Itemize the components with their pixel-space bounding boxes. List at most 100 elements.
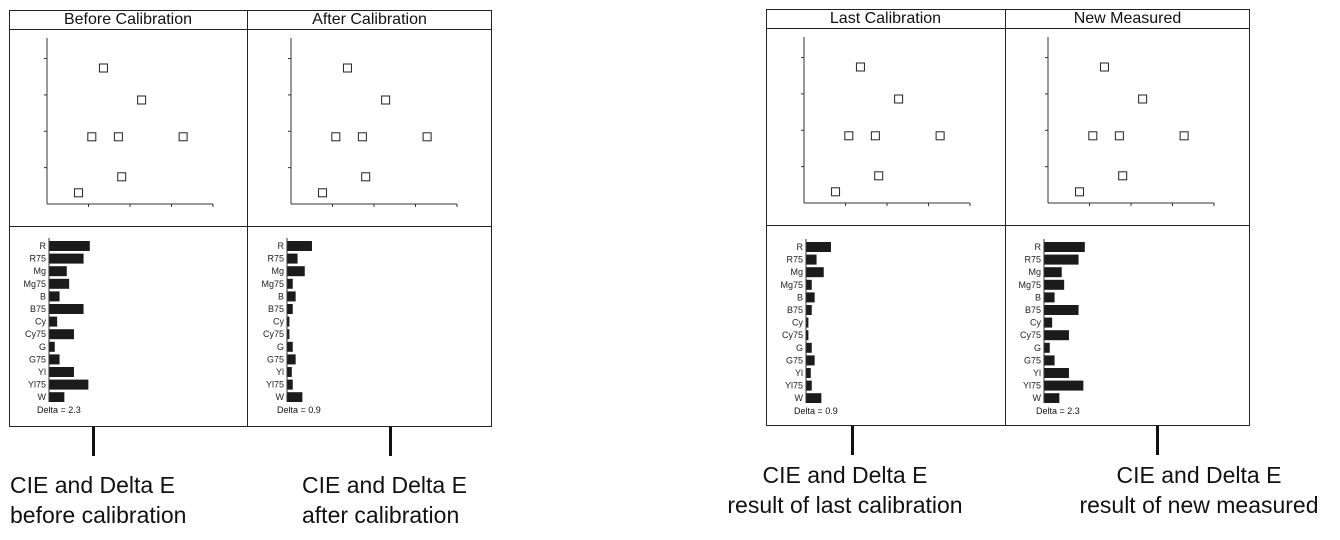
bar-label: R [278, 241, 285, 251]
delta-bar [49, 241, 90, 251]
leader-line-before [92, 427, 95, 456]
cie-plot-after [288, 38, 458, 207]
delta-bar [49, 367, 74, 377]
delta-bar [1044, 267, 1062, 278]
delta-bar [1044, 305, 1079, 315]
scatter-point [1088, 131, 1098, 141]
scatter-point [137, 95, 147, 105]
bar-label: R [40, 241, 47, 251]
cie-plot-new [1045, 37, 1215, 206]
bar-label: Mg [33, 266, 46, 276]
bar-label: Cy75 [1020, 330, 1041, 340]
delta-bar [49, 392, 65, 402]
title-before-calibration: Before Calibration [9, 10, 247, 30]
delta-bar [287, 316, 290, 327]
delta-bar [287, 341, 293, 352]
title-after-calibration: After Calibration [247, 10, 492, 30]
bar-label: Cy75 [25, 329, 46, 339]
delta-bar [1044, 380, 1084, 391]
caption-last-calibration: CIE and Delta E result of last calibrati… [714, 460, 976, 520]
scatter-point [361, 172, 371, 182]
bar-label: W [276, 392, 285, 402]
bar-label: B75 [30, 304, 46, 314]
delta-e-bars-last: R R75 Mg Mg75 B B75 Cy Cy75 G G75 Yl Yl75 W [780, 239, 831, 403]
bar-label: R75 [267, 254, 284, 264]
caption-line-1: CIE and Delta E [10, 472, 175, 498]
scatter-point [894, 94, 904, 104]
delta-bar [1044, 330, 1069, 341]
delta-bar [287, 253, 298, 264]
bar-label: G75 [267, 354, 284, 364]
bar-label: B75 [1025, 305, 1041, 315]
delta-bar [1044, 355, 1055, 366]
delta-bar [1044, 342, 1050, 353]
bar-label: Yl [38, 367, 46, 377]
bar-label: Mg [790, 267, 803, 277]
caption-line-2: before calibration [10, 502, 187, 528]
delta-bar [287, 304, 293, 314]
delta-bar [49, 329, 74, 340]
bar-label: G75 [786, 355, 803, 365]
bar-label: Yl75 [28, 380, 46, 390]
bar-label: G [277, 342, 284, 352]
scatter-point [1099, 62, 1109, 72]
bar-label: R [797, 242, 804, 252]
plot-bar-divider [9, 226, 492, 227]
bar-label: Yl75 [785, 381, 803, 391]
delta-value-after: Delta = 0.9 [277, 405, 321, 415]
delta-bar [1044, 317, 1053, 328]
scatter-point [831, 187, 841, 197]
scatter-point [98, 63, 108, 73]
delta-bar [1044, 368, 1069, 378]
scatter-point [87, 132, 97, 142]
delta-bar [287, 354, 296, 365]
bar-label: G [796, 343, 803, 353]
scatter-point [1179, 131, 1189, 141]
bar-label: Mg75 [261, 279, 284, 289]
bar-label: Mg [1028, 267, 1041, 277]
bar-label: W [1033, 393, 1042, 403]
delta-bar [806, 368, 811, 378]
bar-label: W [38, 392, 47, 402]
plot-bar-divider [766, 225, 1250, 226]
bar-label: Yl [795, 368, 803, 378]
bar-label: Cy [35, 317, 46, 327]
bar-label: R [1035, 242, 1042, 252]
delta-bar [49, 253, 84, 264]
panel-divider [247, 10, 248, 427]
caption-line-2: after calibration [302, 502, 460, 528]
bar-label: W [795, 393, 804, 403]
bar-label: Cy [1030, 318, 1041, 328]
bar-label: Mg75 [780, 280, 803, 290]
delta-bar [806, 380, 812, 391]
scatter-point [357, 132, 367, 142]
bar-label: G [1034, 343, 1041, 353]
bar-label: Mg [271, 266, 284, 276]
leader-line-last [851, 426, 854, 455]
delta-bar [287, 266, 305, 277]
scatter-point [74, 188, 84, 198]
caption-line-1: CIE and Delta E [1116, 462, 1282, 488]
bar-label: R75 [29, 254, 46, 264]
scatter-point [1114, 131, 1124, 141]
delta-bar [49, 354, 60, 365]
delta-value-last: Delta = 0.9 [794, 406, 838, 416]
bar-label: B [40, 291, 46, 301]
cie-plot-last [801, 37, 971, 206]
title-new-measured: New Measured [1005, 9, 1250, 29]
delta-bar [287, 329, 290, 340]
scatter-point [870, 131, 880, 141]
delta-e-bars-new: R R75 Mg Mg75 B B75 Cy Cy75 G G75 Yl Yl75 W [1018, 239, 1085, 403]
delta-bar [806, 254, 817, 265]
leader-line-after [389, 427, 392, 456]
delta-bar [806, 355, 815, 366]
bar-label: B [278, 291, 284, 301]
caption-line-1: CIE and Delta E [302, 472, 467, 498]
caption-line-1: CIE and Delta E [762, 462, 928, 488]
scatter-point [422, 132, 432, 142]
delta-e-bars-before: R R75 Mg Mg75 B B75 Cy Cy75 G G75 Yl Yl75 W [23, 238, 90, 402]
scatter-point [874, 171, 884, 181]
delta-value-new: Delta = 2.3 [1036, 406, 1080, 416]
delta-bar [49, 316, 58, 327]
